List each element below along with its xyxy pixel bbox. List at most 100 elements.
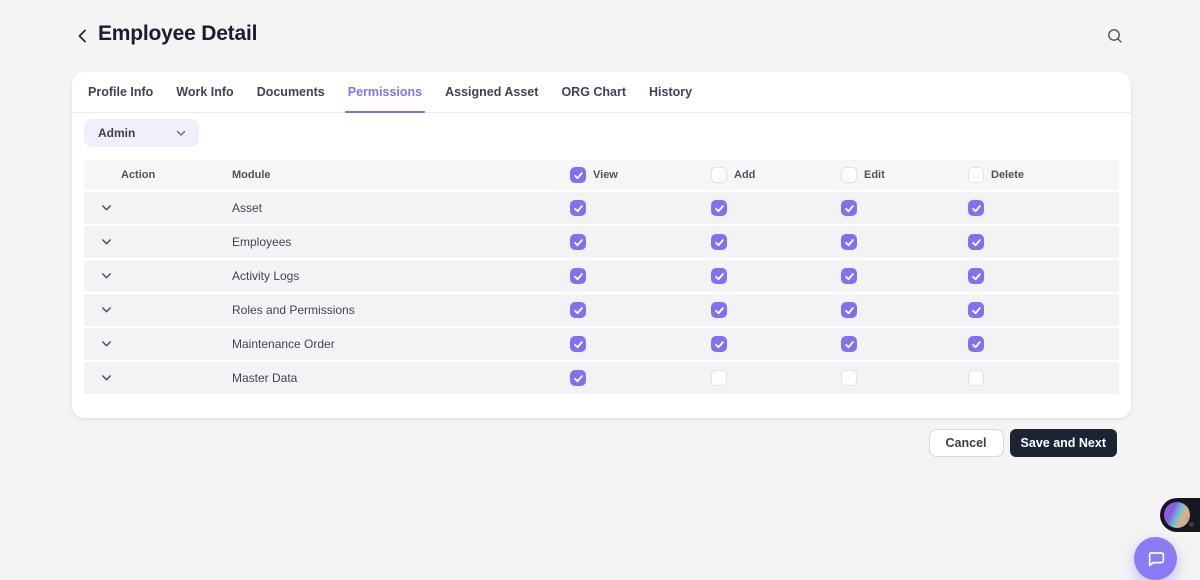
column-header-label: Delete xyxy=(991,169,1024,181)
edit-checkbox[interactable] xyxy=(841,336,857,352)
delete-checkbox[interactable] xyxy=(968,370,984,386)
tab-work-info[interactable]: Work Info xyxy=(173,72,236,112)
add-checkbox[interactable] xyxy=(711,234,727,250)
avatar xyxy=(1164,502,1190,528)
tab-permissions[interactable]: Permissions xyxy=(345,72,425,112)
delete-checkbox[interactable] xyxy=(968,268,984,284)
role-dropdown[interactable]: Admin xyxy=(84,119,199,147)
column-header-label: View xyxy=(593,169,618,181)
edit-checkbox[interactable] xyxy=(841,302,857,318)
add-checkbox[interactable] xyxy=(711,302,727,318)
add-checkbox[interactable] xyxy=(711,336,727,352)
chevron-down-icon[interactable] xyxy=(100,337,114,351)
view-checkbox[interactable] xyxy=(570,370,586,386)
chevron-down-icon[interactable] xyxy=(100,303,114,317)
permission-cell-edit xyxy=(841,200,968,216)
add-checkbox[interactable] xyxy=(711,370,727,386)
permission-cell-add xyxy=(711,234,841,250)
tab-bar: Profile Info Work Info Documents Permission… xyxy=(72,72,1131,113)
tab-history[interactable]: History xyxy=(646,72,695,112)
module-name: Roles and Permissions xyxy=(232,303,570,317)
chevron-down-icon[interactable] xyxy=(100,269,114,283)
tab-profile-info[interactable]: Profile Info xyxy=(85,72,156,112)
permissions-table: Action Module View Add Edit Delete Asset Emp… xyxy=(84,160,1119,394)
column-header-delete: Delete xyxy=(968,167,1119,183)
view-checkbox[interactable] xyxy=(570,200,586,216)
view-checkbox[interactable] xyxy=(570,302,586,318)
permission-cell-add xyxy=(711,200,841,216)
permission-cell-edit xyxy=(841,268,968,284)
avatar-status-dot xyxy=(1188,521,1195,528)
permission-cell-edit xyxy=(841,302,968,318)
table-row: Roles and Permissions xyxy=(84,294,1119,326)
select-all-delete-checkbox[interactable] xyxy=(968,167,984,183)
select-all-add-checkbox[interactable] xyxy=(711,167,727,183)
permission-cell-delete xyxy=(968,370,1119,386)
view-checkbox[interactable] xyxy=(570,336,586,352)
permission-cell-edit xyxy=(841,370,968,386)
footer-actions: Cancel Save and Next xyxy=(929,429,1117,457)
table-body: Asset Employees Activity Logs Roles and Per… xyxy=(84,192,1119,394)
permission-cell-view xyxy=(570,200,711,216)
permission-cell-edit xyxy=(841,336,968,352)
module-name: Maintenance Order xyxy=(232,337,570,351)
module-name: Master Data xyxy=(232,371,570,385)
permission-cell-edit xyxy=(841,234,968,250)
view-checkbox[interactable] xyxy=(570,268,586,284)
save-and-next-button[interactable]: Save and Next xyxy=(1010,429,1117,457)
column-header-edit: Edit xyxy=(841,167,968,183)
add-checkbox[interactable] xyxy=(711,268,727,284)
column-header-module: Module xyxy=(232,169,570,181)
permission-cell-view xyxy=(570,268,711,284)
delete-checkbox[interactable] xyxy=(968,336,984,352)
permission-cell-view xyxy=(570,234,711,250)
tab-org-chart[interactable]: ORG Chart xyxy=(558,72,629,112)
column-header-action: Action xyxy=(84,169,232,181)
cancel-button[interactable]: Cancel xyxy=(929,429,1004,457)
permission-cell-view xyxy=(570,302,711,318)
chevron-down-icon[interactable] xyxy=(100,371,114,385)
permission-cell-add xyxy=(711,302,841,318)
chevron-down-icon[interactable] xyxy=(100,201,114,215)
delete-checkbox[interactable] xyxy=(968,200,984,216)
chat-launcher-button[interactable] xyxy=(1134,537,1177,580)
permission-cell-add xyxy=(711,268,841,284)
table-row: Asset xyxy=(84,192,1119,224)
floating-avatar-widget[interactable] xyxy=(1160,498,1200,532)
delete-checkbox[interactable] xyxy=(968,234,984,250)
permission-cell-view xyxy=(570,336,711,352)
row-action-cell xyxy=(84,371,232,385)
column-header-view: View xyxy=(570,167,711,183)
permission-cell-add xyxy=(711,336,841,352)
tab-documents[interactable]: Documents xyxy=(254,72,328,112)
employee-detail-card: Profile Info Work Info Documents Permission… xyxy=(72,72,1131,418)
edit-checkbox[interactable] xyxy=(841,200,857,216)
table-header-row: Action Module View Add Edit Delete xyxy=(84,160,1119,190)
table-row: Activity Logs xyxy=(84,260,1119,292)
module-name: Employees xyxy=(232,235,570,249)
chevron-down-icon[interactable] xyxy=(100,235,114,249)
add-checkbox[interactable] xyxy=(711,200,727,216)
column-header-label: Add xyxy=(734,169,755,181)
column-header-add: Add xyxy=(711,167,841,183)
select-all-edit-checkbox[interactable] xyxy=(841,167,857,183)
edit-checkbox[interactable] xyxy=(841,234,857,250)
edit-checkbox[interactable] xyxy=(841,268,857,284)
search-icon[interactable] xyxy=(1106,27,1124,45)
row-action-cell xyxy=(84,269,232,283)
tab-assigned-asset[interactable]: Assigned Asset xyxy=(442,72,541,112)
edit-checkbox[interactable] xyxy=(841,370,857,386)
chevron-down-icon xyxy=(175,127,187,139)
module-name: Activity Logs xyxy=(232,269,570,283)
permission-cell-delete xyxy=(968,200,1119,216)
permission-cell-add xyxy=(711,370,841,386)
row-action-cell xyxy=(84,235,232,249)
permission-cell-delete xyxy=(968,336,1119,352)
view-checkbox[interactable] xyxy=(570,234,586,250)
delete-checkbox[interactable] xyxy=(968,302,984,318)
permission-cell-view xyxy=(570,370,711,386)
permission-cell-delete xyxy=(968,268,1119,284)
back-button[interactable] xyxy=(74,27,92,45)
select-all-view-checkbox[interactable] xyxy=(570,167,586,183)
column-header-label: Edit xyxy=(864,169,885,181)
